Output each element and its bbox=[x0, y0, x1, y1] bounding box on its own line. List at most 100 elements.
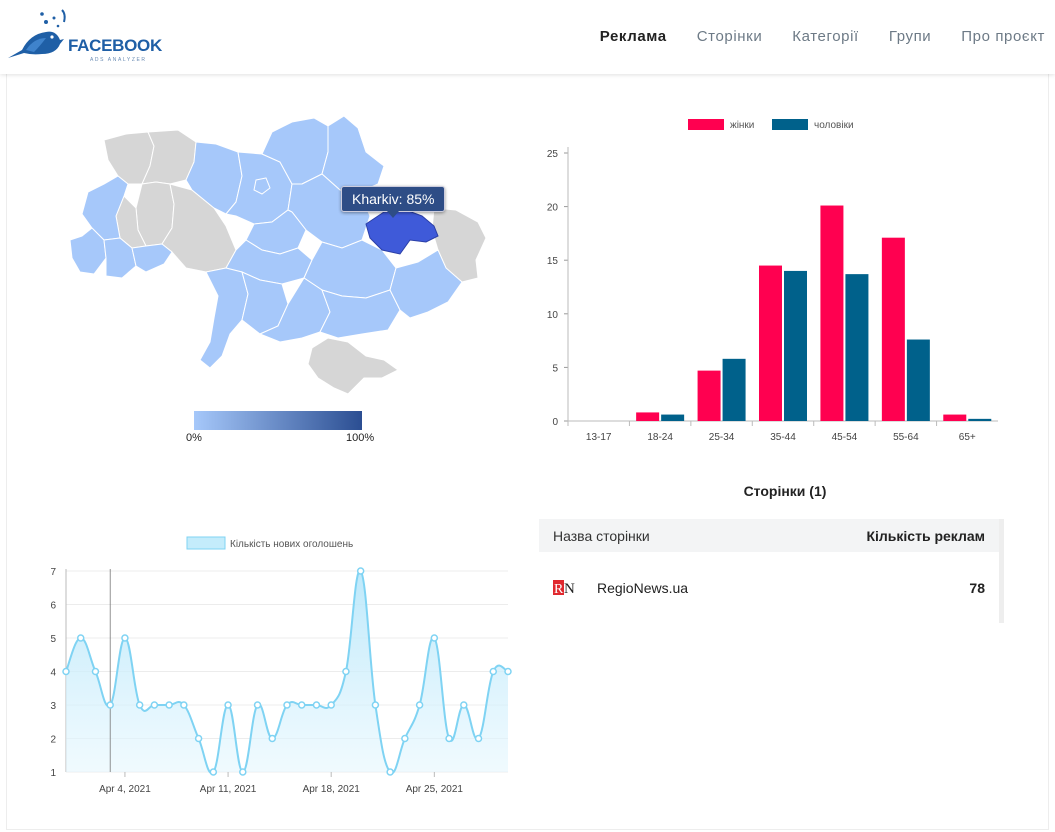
nav-item-categories[interactable]: Категорії bbox=[792, 28, 859, 45]
data-point-27[interactable] bbox=[460, 701, 468, 709]
map-region-zaporizhzhia[interactable] bbox=[319, 289, 401, 339]
col-header-name[interactable]: Назва сторінки bbox=[553, 527, 650, 544]
bar-35-44-0[interactable] bbox=[759, 265, 782, 421]
data-point-7[interactable] bbox=[165, 701, 173, 709]
legend-swatch[interactable] bbox=[772, 119, 808, 130]
data-point-14[interactable] bbox=[268, 734, 277, 743]
map-region-kyiv-city[interactable] bbox=[253, 177, 271, 195]
map-region-sumy[interactable] bbox=[321, 115, 385, 193]
scale-max-label: 100% bbox=[346, 432, 375, 444]
logo-title: FACEBOOK bbox=[68, 36, 162, 55]
data-point-19[interactable] bbox=[342, 667, 350, 676]
y-tick-label: 7 bbox=[50, 567, 56, 578]
data-point-10[interactable] bbox=[209, 768, 218, 776]
nav-item-about[interactable]: Про проєкт bbox=[961, 28, 1045, 45]
data-point-22[interactable] bbox=[386, 768, 394, 776]
table-header-row: Назва сторінки Кількість реклам bbox=[539, 519, 999, 552]
map-region-donetsk[interactable] bbox=[389, 249, 463, 319]
data-point-20[interactable] bbox=[356, 567, 365, 575]
site-logo[interactable]: FACEBOOK ADS ANALYZER bbox=[4, 6, 162, 64]
data-point-0[interactable] bbox=[62, 667, 70, 676]
map-region-crimea[interactable] bbox=[307, 337, 399, 395]
y-tick-label: 10 bbox=[547, 310, 559, 321]
map-color-scale bbox=[194, 411, 362, 430]
nav-item-reklama[interactable]: Реклама bbox=[599, 28, 667, 45]
data-point-3[interactable] bbox=[106, 701, 114, 709]
data-point-30[interactable] bbox=[504, 667, 512, 676]
legend-label[interactable]: чоловіки bbox=[814, 120, 854, 131]
x-tick-label: Apr 4, 2021 bbox=[99, 784, 151, 795]
data-point-8[interactable] bbox=[180, 701, 188, 709]
y-tick-label: 1 bbox=[50, 768, 56, 779]
data-point-29[interactable] bbox=[489, 667, 498, 676]
bar-35-44-1[interactable] bbox=[784, 270, 807, 421]
page-name-link[interactable]: RegioNews.ua bbox=[597, 579, 689, 596]
legend-swatch[interactable] bbox=[186, 536, 226, 550]
y-tick-label: 4 bbox=[50, 668, 56, 679]
y-tick-label: 5 bbox=[552, 363, 558, 374]
bar-legend: жінки чоловіки bbox=[688, 119, 854, 131]
y-tick-label: 5 bbox=[50, 634, 56, 645]
pages-table: Назва сторінки Кількість реклам R N Regi… bbox=[539, 519, 1004, 623]
bar-25-34-0[interactable] bbox=[697, 370, 721, 421]
data-point-15[interactable] bbox=[283, 701, 291, 709]
svg-text:N: N bbox=[564, 581, 575, 597]
x-tick-label: 55-64 bbox=[893, 432, 919, 443]
bar-45-54-1[interactable] bbox=[845, 274, 869, 421]
data-point-6[interactable] bbox=[150, 701, 159, 709]
legend-label[interactable]: Кількість нових оголошень bbox=[230, 539, 353, 550]
bar-55-64-0[interactable] bbox=[881, 237, 905, 421]
data-point-24[interactable] bbox=[415, 701, 424, 709]
x-tick-label: Apr 11, 2021 bbox=[200, 784, 257, 795]
ukraine-region-map bbox=[69, 115, 487, 395]
y-tick-label: 2 bbox=[50, 735, 56, 746]
data-point-11[interactable] bbox=[224, 701, 232, 709]
col-header-count[interactable]: Кількість реклам bbox=[866, 527, 985, 544]
line-legend: Кількість нових оголошень bbox=[186, 536, 353, 550]
data-point-25[interactable] bbox=[430, 634, 439, 642]
data-point-5[interactable] bbox=[135, 701, 144, 709]
data-point-12[interactable] bbox=[239, 768, 247, 776]
data-point-21[interactable] bbox=[371, 701, 380, 709]
data-point-13[interactable] bbox=[253, 701, 262, 709]
data-point-28[interactable] bbox=[474, 734, 483, 743]
svg-text:R: R bbox=[554, 582, 564, 597]
bar-25-34-1[interactable] bbox=[722, 358, 746, 421]
x-tick-label: 45-54 bbox=[832, 432, 858, 443]
nav-item-pages[interactable]: Сторінки bbox=[696, 28, 763, 45]
bar-65+-0[interactable] bbox=[943, 414, 967, 421]
data-point-2[interactable] bbox=[91, 667, 100, 676]
age-gender-bar-chart: жінки чоловіки 0 5 10 15 20 25 13-17 18-24 25-34 35… bbox=[547, 119, 998, 443]
y-tick-label: 0 bbox=[552, 417, 558, 428]
table-row[interactable]: R N RegioNews.ua 78 bbox=[539, 552, 999, 623]
map-region-ivano-frankivsk[interactable] bbox=[103, 237, 137, 279]
data-point-16[interactable] bbox=[297, 701, 306, 709]
x-tick-label: 18-24 bbox=[647, 432, 673, 443]
data-point-18[interactable] bbox=[327, 701, 335, 709]
data-point-4[interactable] bbox=[121, 634, 129, 642]
map-region-lviv[interactable] bbox=[81, 175, 129, 241]
bird-icon bbox=[8, 9, 66, 58]
page-cell: R N RegioNews.ua bbox=[553, 577, 688, 599]
data-point-9[interactable] bbox=[194, 734, 203, 743]
main-nav: Реклама Сторінки Категорії Групи Про про… bbox=[585, 28, 1045, 45]
bar-45-54-0[interactable] bbox=[820, 205, 844, 421]
ads-count: 78 bbox=[969, 579, 985, 596]
map-region-chernivtsi[interactable] bbox=[131, 243, 173, 273]
x-tick-label: 65+ bbox=[959, 432, 976, 443]
data-point-23[interactable] bbox=[401, 734, 409, 743]
new-ads-line-chart: Кількість нових оголошень 1 2 3 4 5 6 7 Apr 4, 2… bbox=[50, 536, 512, 795]
map-region-odesa[interactable] bbox=[199, 267, 249, 369]
data-point-1[interactable] bbox=[76, 634, 85, 642]
data-point-26[interactable] bbox=[445, 734, 453, 743]
bar-55-64-1[interactable] bbox=[906, 339, 930, 421]
y-tick-label: 3 bbox=[50, 701, 56, 712]
bar-18-24-1[interactable] bbox=[661, 414, 685, 421]
bar-18-24-0[interactable] bbox=[636, 412, 660, 421]
map-region-luhansk[interactable] bbox=[431, 207, 487, 283]
data-point-17[interactable] bbox=[312, 701, 321, 709]
legend-swatch[interactable] bbox=[688, 119, 724, 130]
nav-item-groups[interactable]: Групи bbox=[888, 28, 932, 45]
legend-label[interactable]: жінки bbox=[730, 120, 754, 131]
bar-65+-1[interactable] bbox=[968, 418, 992, 421]
